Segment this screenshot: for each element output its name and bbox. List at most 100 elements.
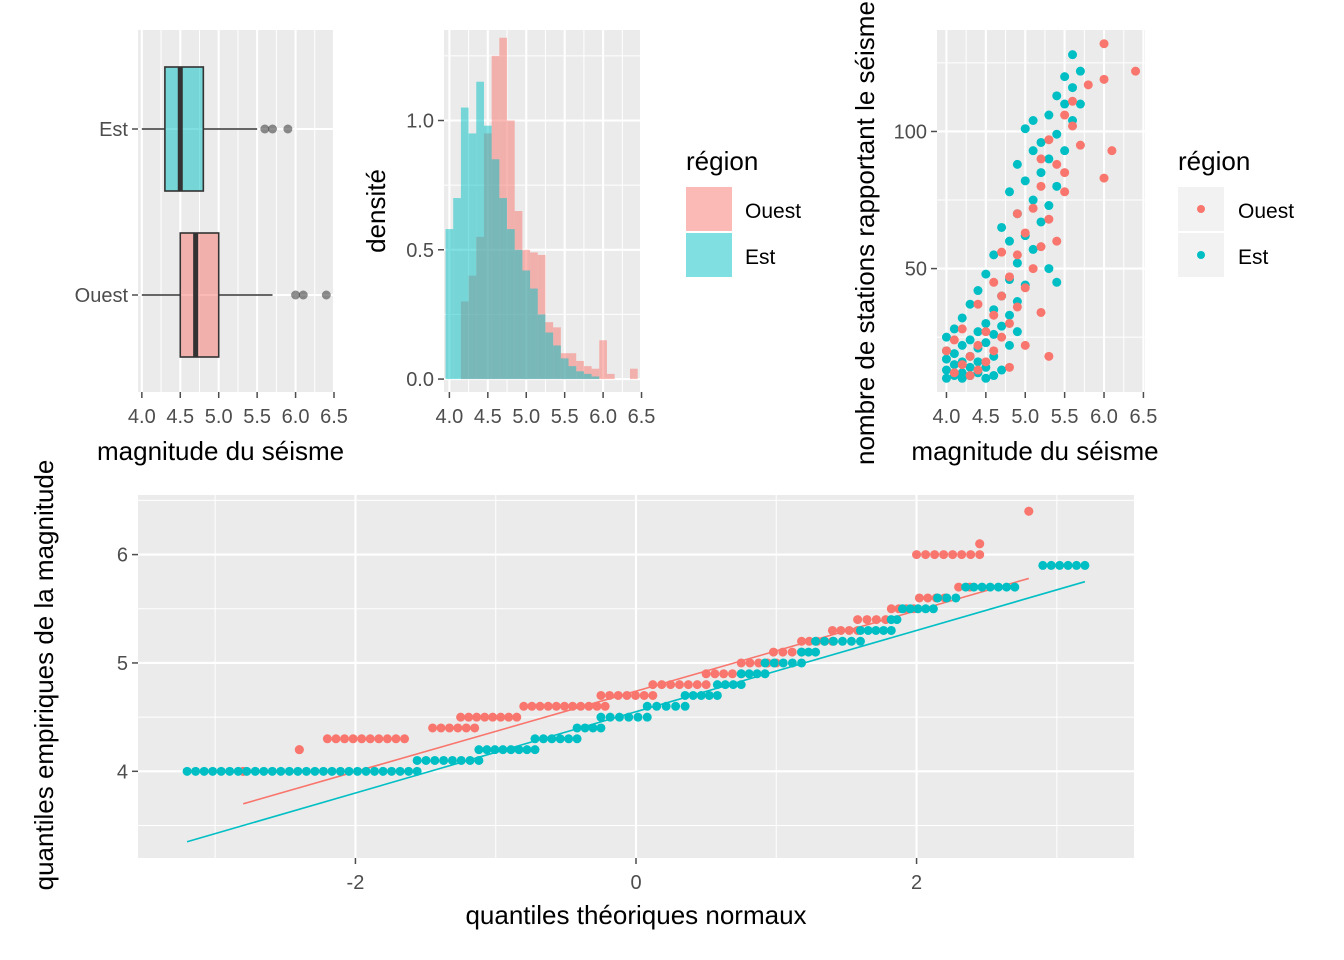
qqplot-point: [327, 766, 337, 776]
scatter-point-est: [1052, 277, 1062, 287]
qqplot-point: [353, 766, 363, 776]
qqplot-point: [736, 669, 746, 679]
qqplot-point: [855, 636, 865, 646]
scatter-point-est: [989, 250, 999, 260]
qqplot-point: [985, 582, 995, 592]
qqplot-point: [461, 723, 471, 733]
scatter-point-ouest: [1131, 66, 1141, 76]
x-tick-label: 4.5: [474, 406, 502, 428]
qqplot-point: [710, 669, 720, 679]
qqplot-series-est: [182, 560, 1090, 843]
qqplot-point: [639, 690, 649, 700]
histogram-bar: [553, 345, 561, 380]
qqplot-point: [191, 766, 201, 776]
qqplot-point: [863, 625, 873, 635]
qqplot-point: [928, 604, 938, 614]
scatter-point-est: [1044, 264, 1054, 274]
qqplot-point: [453, 723, 463, 733]
histogram-bar: [468, 133, 477, 380]
qqplot-point: [496, 712, 506, 722]
qqplot-point: [284, 766, 294, 776]
boxplot-tick-labels: Est Ouest 4.0 4.5 5.0 5.5 6.0 6.5: [75, 119, 348, 428]
scatter-point-ouest: [1036, 307, 1046, 317]
scatter-point-est: [965, 362, 975, 372]
scatter-point-ouest: [1036, 181, 1046, 191]
qqplot-point: [395, 766, 405, 776]
scatter-point-est: [941, 332, 951, 342]
scatter-point-ouest: [1012, 250, 1022, 260]
qqplot-point: [704, 690, 714, 700]
scatter-legend-dot-ouest: [1197, 205, 1205, 213]
scatter-point-est: [949, 324, 959, 334]
scatter-point-est: [1004, 340, 1014, 350]
qqplot-point: [879, 625, 889, 635]
histogram-bar: [476, 81, 484, 380]
qqplot-point: [969, 582, 979, 592]
qqplot-point: [692, 680, 702, 690]
x-tick-label: 5.5: [243, 406, 271, 428]
qqplot-point: [340, 734, 350, 744]
histogram-tick-labels: 4.0 4.5 5.0 5.5 6.0 6.5 0.0 0.5 1.0: [406, 111, 655, 429]
scatter-point-est: [1004, 310, 1014, 320]
scatter-point-est: [1068, 50, 1078, 60]
qqplot-point: [778, 658, 788, 668]
qqplot-point: [412, 755, 422, 765]
qqplot-point: [648, 690, 658, 700]
qqplot-point: [378, 766, 388, 776]
scatter-point-est: [1012, 327, 1022, 337]
scatter-point-est: [1028, 116, 1038, 125]
qqplot-point: [820, 636, 830, 646]
scatter-point-ouest: [1052, 236, 1062, 246]
histogram-legend-label-ouest: Ouest: [745, 200, 801, 223]
boxplot-outlier: [283, 124, 293, 134]
x-tick-label: 6.0: [282, 406, 310, 428]
scatter-x-axis-title: magnitude du séisme: [911, 436, 1158, 466]
scatter-point-ouest: [989, 310, 999, 320]
scatter-point-est: [941, 373, 951, 383]
boxplot-outlier: [321, 290, 331, 300]
x-tick-label: 4.0: [933, 406, 961, 428]
qqplot-point: [208, 766, 218, 776]
scatter-point-est: [1052, 91, 1062, 101]
scatter-point-est: [1012, 258, 1022, 268]
qqplot-point: [331, 734, 341, 744]
histogram-bar: [507, 229, 515, 380]
scatter-point-est: [1060, 99, 1070, 109]
scatter-point-est: [981, 318, 991, 328]
scatter-point-ouest: [1068, 121, 1078, 131]
qqplot-point: [727, 669, 737, 679]
scatter-point-ouest: [1060, 168, 1070, 178]
histogram-panel: 4.0 4.5 5.0 5.5 6.0 6.5 0.0 0.5 1.0 densité régi…: [361, 30, 801, 428]
scatter-point-ouest: [1012, 302, 1022, 312]
scatter-point-est: [965, 299, 975, 309]
scatter-point-est: [1068, 83, 1078, 93]
scatter-point-est: [997, 365, 1007, 375]
qqplot-point: [719, 669, 729, 679]
qqplot-point: [318, 766, 328, 776]
qqplot-point: [391, 734, 401, 744]
scatter-point-ouest: [1099, 39, 1109, 49]
qqplot-point: [680, 701, 690, 711]
scatter-point-ouest: [981, 327, 991, 337]
qqplot-point: [512, 712, 522, 722]
qqplot-point: [535, 701, 545, 711]
qqplot-point: [335, 766, 345, 776]
scatter-point-est: [1004, 236, 1014, 246]
scatter-point-ouest: [1044, 214, 1054, 224]
qqplot-point: [913, 604, 923, 614]
boxplot-title-clip: [350, 430, 380, 470]
x-tick-label: 5.5: [1051, 406, 1079, 428]
scatter-point-ouest: [1060, 187, 1070, 197]
qqplot-point: [382, 734, 392, 744]
qqplot-point: [357, 734, 367, 744]
qqplot-point: [555, 734, 565, 744]
scatter-point-est: [1075, 99, 1085, 109]
scatter-legend-label-est: Est: [1238, 246, 1269, 269]
qqplot-point: [514, 745, 524, 755]
scatter-point-ouest: [1044, 351, 1054, 361]
qqplot-point: [400, 734, 410, 744]
qqplot-point: [1010, 582, 1020, 592]
scatter-y-axis-title: nombre de stations rapportant le séisme: [850, 1, 880, 465]
scatter-panel: 4.0 4.5 5.0 5.5 6.0 6.5 50 100 magnitude du séi…: [850, 1, 1294, 466]
scatter-point-est: [1036, 137, 1046, 147]
